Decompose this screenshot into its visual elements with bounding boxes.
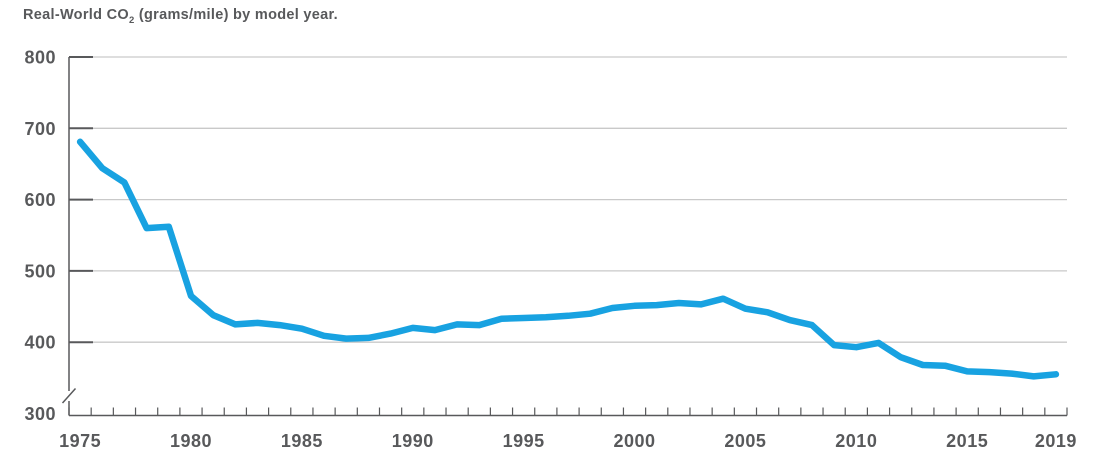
y-tick-label: 600	[24, 190, 56, 210]
x-tick-label: 1995	[503, 431, 545, 451]
y-tick-label: 500	[24, 261, 56, 281]
x-tick-label: 2015	[946, 431, 988, 451]
axis-break-icon	[61, 387, 77, 404]
x-tick-label: 2010	[835, 431, 877, 451]
co2-trend-line	[76, 138, 1060, 380]
x-tick-label: 2005	[724, 431, 766, 451]
x-tick-label: 1985	[281, 431, 323, 451]
y-tick-label: 800	[24, 48, 56, 68]
y-tick-label: 300	[24, 404, 56, 424]
x-tick-label: 1975	[59, 431, 101, 451]
chart-title-suffix: (grams/mile) by model year.	[134, 7, 338, 23]
y-tick-label: 400	[24, 333, 56, 353]
chart-title: Real-World CO2 (grams/mile) by model yea…	[23, 7, 338, 26]
chart-title-subscript: 2	[128, 15, 135, 26]
y-tick-label: 700	[24, 119, 56, 139]
x-tick-label: 1980	[170, 431, 212, 451]
x-tick-label: 2019	[1035, 431, 1077, 451]
chart-title-prefix: Real-World CO	[23, 7, 129, 23]
x-tick-label: 1990	[392, 431, 434, 451]
x-tick-label: 2000	[614, 431, 656, 451]
